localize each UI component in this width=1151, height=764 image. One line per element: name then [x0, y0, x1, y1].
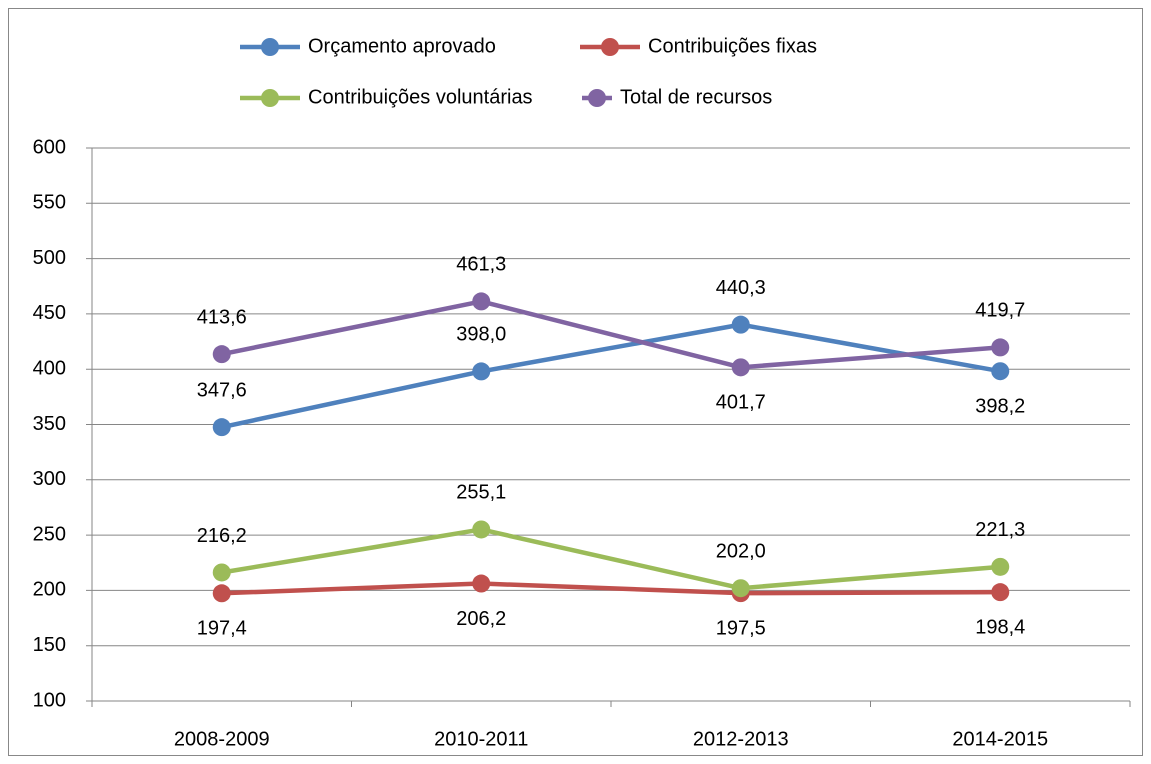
data-label: 198,4	[975, 616, 1025, 638]
y-tick-label: 600	[33, 136, 66, 158]
data-label: 398,0	[456, 324, 506, 346]
data-point	[212, 584, 231, 603]
data-point	[991, 338, 1010, 357]
x-tick-label: 2012-2013	[693, 728, 789, 750]
data-label: 398,2	[975, 395, 1025, 417]
legend-label: Total de recursos	[620, 86, 772, 108]
data-point	[991, 362, 1010, 381]
data-point	[472, 574, 491, 593]
data-point	[731, 358, 750, 377]
data-label: 440,3	[716, 277, 766, 299]
data-label: 206,2	[456, 608, 506, 630]
y-tick-label: 300	[33, 468, 66, 490]
series-line	[221, 299, 1001, 370]
chart-frame	[8, 8, 1143, 756]
y-tick-label: 400	[33, 357, 66, 379]
data-label: 461,3	[456, 254, 506, 276]
data-point	[212, 563, 231, 582]
legend-marker	[261, 89, 279, 107]
series-line	[221, 581, 1001, 596]
y-tick-label: 550	[33, 192, 66, 214]
legend-marker	[261, 38, 279, 56]
data-label: 197,4	[197, 618, 247, 640]
legend-label: Orçamento aprovado	[308, 35, 496, 57]
data-point	[731, 315, 750, 334]
data-label: 197,5	[716, 617, 766, 639]
y-tick-label: 450	[33, 302, 66, 324]
legend-marker	[601, 38, 619, 56]
data-point	[472, 520, 491, 539]
y-tick-label: 500	[33, 247, 66, 269]
data-point	[731, 579, 750, 598]
data-point	[991, 557, 1010, 576]
data-label: 347,6	[197, 379, 247, 401]
data-point	[212, 418, 231, 437]
data-label: 413,6	[197, 306, 247, 328]
y-tick-label: 250	[33, 523, 66, 545]
data-point	[472, 362, 491, 381]
x-tick-label: 2008-2009	[174, 728, 270, 750]
data-point	[212, 345, 231, 364]
data-label: 216,2	[197, 525, 247, 547]
data-label: 401,7	[716, 392, 766, 414]
y-tick-label: 350	[33, 413, 66, 435]
y-tick-label: 200	[33, 579, 66, 601]
legend-label: Contribuições fixas	[648, 35, 817, 57]
legend-marker	[588, 89, 606, 107]
data-label: 221,3	[975, 519, 1025, 541]
data-point	[472, 292, 491, 311]
x-tick-label: 2014-2015	[952, 728, 1048, 750]
data-point	[991, 583, 1010, 602]
y-tick-label: 150	[33, 634, 66, 656]
data-label: 419,7	[975, 300, 1025, 322]
x-tick-label: 2010-2011	[434, 728, 528, 750]
data-label: 202,0	[716, 540, 766, 562]
data-label: 255,1	[456, 482, 506, 504]
series-line	[221, 527, 1001, 591]
series-line	[221, 322, 1001, 430]
legend-label: Contribuições voluntárias	[308, 86, 533, 108]
y-tick-label: 100	[33, 689, 66, 711]
